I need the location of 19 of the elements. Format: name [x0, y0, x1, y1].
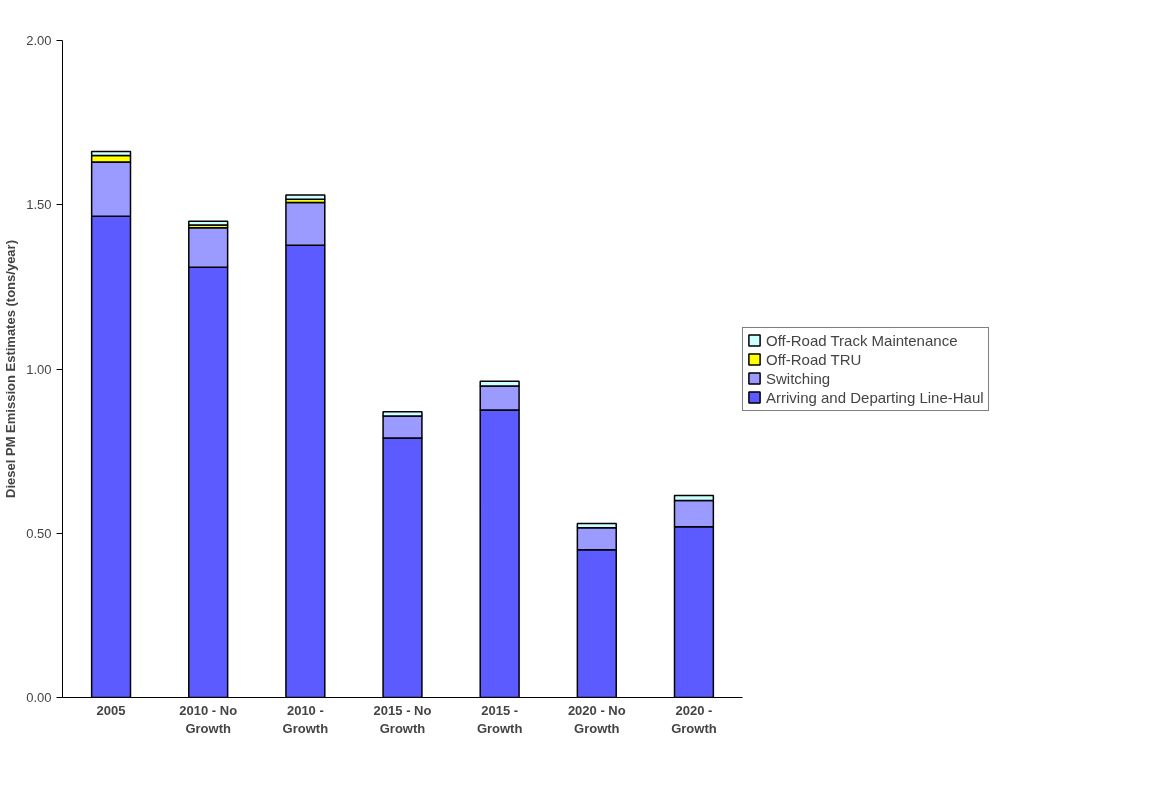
legend-label: Arriving and Departing Line-Haul: [766, 388, 984, 406]
legend-label: Off-Road Track Maintenance: [766, 331, 958, 349]
x-tick-label: 2015 - Growth: [476, 702, 523, 736]
x-tick-label: 2015 - No Growth: [373, 702, 432, 736]
y-tick-label: 2.00: [26, 33, 52, 48]
x-tick-label: 2020 - No Growth: [567, 702, 626, 736]
x-tick-label: 2020 - Growth: [671, 702, 717, 736]
y-axis-title: Diesel PM Emission Estimates (tons/year): [3, 240, 19, 498]
bar: [188, 220, 229, 226]
y-tick-label: 0.00: [26, 690, 52, 705]
bar: [285, 194, 326, 200]
x-tick-label: 2010 - Growth: [282, 702, 329, 736]
y-tick-label: 1.00: [26, 361, 52, 377]
y-tick-label: 1.50: [26, 197, 52, 213]
x-tick-label: 2005: [96, 702, 126, 718]
x-tick-label: 2010 - No Growth: [179, 702, 238, 736]
legend-label: Off-Road TRU: [766, 350, 862, 368]
legend-label: Switching: [766, 369, 831, 387]
y-tick-label: 0.50: [26, 525, 52, 541]
